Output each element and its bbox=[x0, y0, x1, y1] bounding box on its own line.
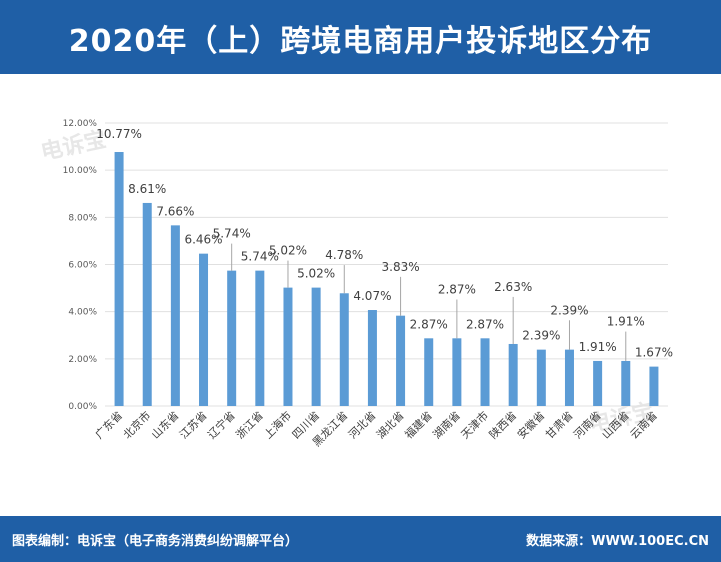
x-tick-label: 上海市 bbox=[261, 408, 294, 441]
bar-chart: 0.00% 2.00% 4.00% 6.00% 8.00% 10.00% 12.00%10.… bbox=[63, 119, 673, 449]
footer-source: 数据来源：WWW.100EC.CN bbox=[526, 534, 709, 549]
data-label: 5.02% bbox=[269, 244, 307, 258]
page-title: 2020年（上）跨境电商用户投诉地区分布 bbox=[68, 24, 653, 59]
bar bbox=[170, 225, 180, 406]
data-label: 2.87% bbox=[466, 317, 504, 331]
bar bbox=[367, 310, 377, 406]
bar bbox=[593, 360, 603, 406]
data-label: 1.91% bbox=[579, 340, 617, 354]
bar bbox=[142, 202, 152, 406]
y-tick-label: 12.00% bbox=[63, 119, 98, 129]
bar bbox=[227, 270, 237, 406]
data-label: 10.77% bbox=[96, 127, 142, 141]
data-label: 2.39% bbox=[522, 329, 560, 343]
data-label: 3.83% bbox=[382, 260, 420, 274]
data-label: 4.07% bbox=[353, 289, 391, 303]
x-tick-label: 陕西省 bbox=[486, 408, 519, 441]
x-tick-label: 浙江省 bbox=[233, 409, 266, 442]
x-tick-label: 天津市 bbox=[458, 408, 491, 441]
data-label: 1.67% bbox=[635, 346, 673, 360]
footer-banner: 图表编制：电诉宝（电子商务消费纠纷调解平台） 数据来源：WWW.100EC.CN bbox=[0, 516, 721, 562]
bar bbox=[564, 349, 574, 406]
bar bbox=[621, 360, 631, 406]
data-label: 5.74% bbox=[213, 227, 251, 241]
y-tick-label: 8.00% bbox=[68, 213, 97, 223]
x-tick-label: 甘肃省 bbox=[543, 409, 576, 442]
x-tick-label: 安徽省 bbox=[514, 408, 547, 441]
footer-credit: 图表编制：电诉宝（电子商务消费纠纷调解平台） bbox=[12, 534, 299, 549]
data-label: 2.63% bbox=[494, 280, 532, 294]
data-label: 6.46% bbox=[184, 233, 222, 247]
data-label: 4.78% bbox=[325, 248, 363, 262]
x-tick-label: 河南省 bbox=[571, 409, 604, 442]
x-tick-label: 福建省 bbox=[402, 408, 435, 441]
x-tick-label: 湖南省 bbox=[430, 409, 463, 442]
x-tick-label: 山东省 bbox=[149, 409, 182, 442]
x-tick-label: 山西省 bbox=[599, 409, 632, 442]
bar bbox=[396, 315, 406, 406]
y-tick-label: 4.00% bbox=[68, 308, 97, 318]
bar bbox=[508, 343, 518, 406]
x-tick-label: 北京市 bbox=[120, 408, 153, 441]
data-label: 5.02% bbox=[297, 267, 335, 281]
bar bbox=[283, 287, 293, 406]
data-label: 5.74% bbox=[241, 250, 279, 264]
bar bbox=[339, 293, 349, 406]
bar bbox=[649, 366, 659, 406]
y-tick-label: 6.00% bbox=[68, 261, 97, 271]
bar bbox=[424, 338, 434, 406]
x-tick-label: 云南省 bbox=[628, 409, 661, 442]
y-tick-label: 0.00% bbox=[68, 402, 97, 412]
bar bbox=[114, 152, 124, 406]
y-tick-label: 2.00% bbox=[68, 355, 97, 365]
data-label: 7.66% bbox=[156, 204, 194, 218]
x-tick-label: 江苏省 bbox=[177, 409, 210, 442]
x-tick-label: 河北省 bbox=[346, 409, 379, 442]
bar bbox=[480, 338, 490, 406]
data-label: 2.39% bbox=[550, 303, 588, 317]
y-tick-label: 10.00% bbox=[63, 166, 98, 176]
x-tick-label: 广东省 bbox=[93, 409, 126, 442]
x-tick-label: 辽宁省 bbox=[205, 408, 238, 441]
title-banner: 2020年（上）跨境电商用户投诉地区分布 bbox=[0, 0, 721, 74]
bar bbox=[311, 287, 321, 406]
data-label: 2.87% bbox=[410, 317, 448, 331]
bar bbox=[255, 270, 265, 406]
data-label: 2.87% bbox=[438, 283, 476, 297]
data-label: 8.61% bbox=[128, 182, 166, 196]
data-label: 1.91% bbox=[607, 315, 645, 329]
bar bbox=[536, 349, 546, 406]
bar bbox=[452, 338, 462, 406]
x-tick-label: 湖北省 bbox=[374, 409, 407, 442]
bar bbox=[199, 253, 209, 406]
